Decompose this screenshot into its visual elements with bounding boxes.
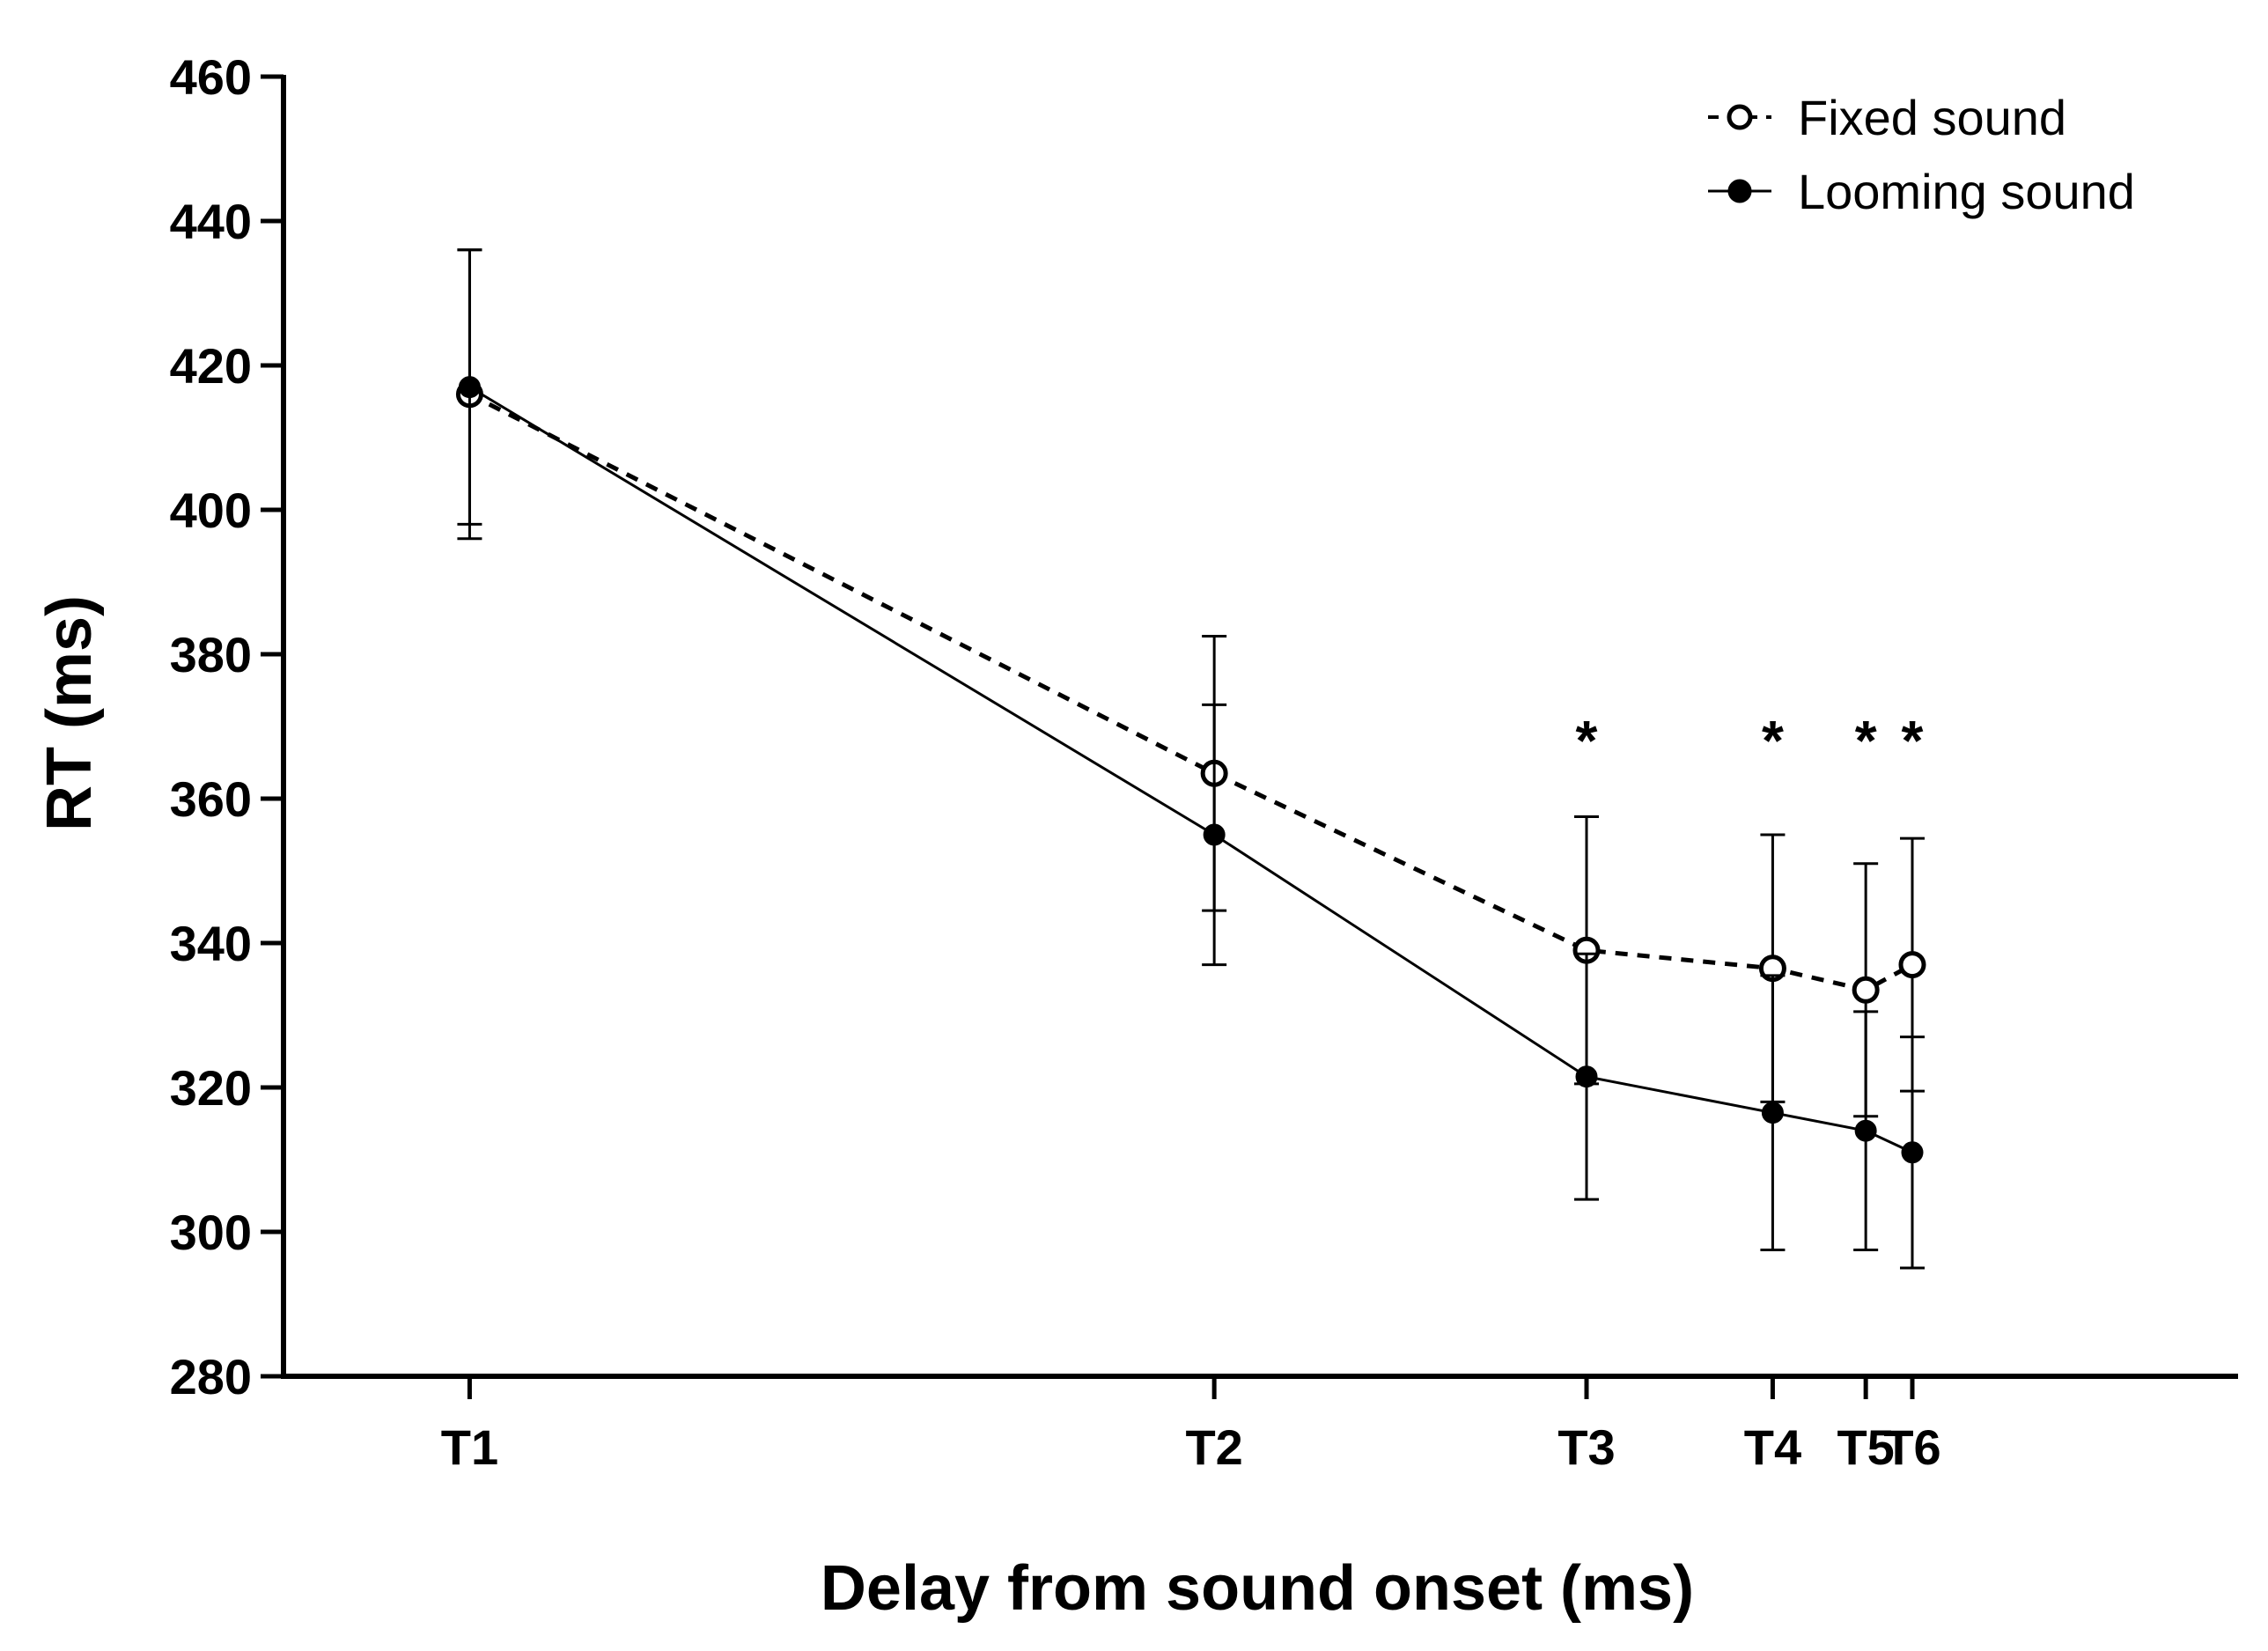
axes <box>281 75 2238 1379</box>
y-tick-label-300: 300 <box>170 1205 252 1260</box>
x-tick-label-T6: T6 <box>1883 1419 1940 1475</box>
legend-marker-fixed <box>1727 104 1753 130</box>
significance-marker-T5: * <box>1855 709 1877 772</box>
series-layer <box>455 248 1926 1270</box>
y-tick-label-400: 400 <box>170 483 252 538</box>
significance-marker-T3: * <box>1576 709 1598 772</box>
x-tick-label-T5: T5 <box>1837 1419 1894 1475</box>
significance-marker-T6: * <box>1902 709 1924 772</box>
marker-looming-sound-T2 <box>1203 823 1226 846</box>
legend-item-looming: Looming sound <box>1708 164 2135 219</box>
marker-fixed-sound-T5 <box>1852 976 1880 1004</box>
series-line-fixed-sound <box>468 392 1914 992</box>
annotation-layer: * * * * <box>1576 709 1924 772</box>
series-looming-sound <box>457 248 1925 1270</box>
y-tick-label-320: 320 <box>170 1060 252 1116</box>
y-ticks: 280 300 320 340 360 380 400 420 440 460 <box>170 49 284 1404</box>
series-fixed-sound <box>455 248 1926 1118</box>
x-tick-label-T3: T3 <box>1557 1419 1615 1475</box>
legend-marker-looming <box>1727 179 1752 203</box>
y-tick-label-340: 340 <box>170 916 252 971</box>
x-tick-label-T2: T2 <box>1185 1419 1242 1475</box>
marker-looming-sound-T3 <box>1575 1065 1598 1088</box>
x-axis-title: Delay from sound onset (ms) <box>821 1553 1694 1624</box>
y-tick-label-360: 360 <box>170 771 252 827</box>
marker-looming-sound-T1 <box>458 376 481 399</box>
x-tick-label-T4: T4 <box>1744 1419 1801 1475</box>
y-tick-label-380: 380 <box>170 627 252 682</box>
marker-looming-sound-T5 <box>1854 1119 1877 1142</box>
significance-marker-T4: * <box>1762 709 1784 772</box>
marker-fixed-sound-T6 <box>1898 951 1926 979</box>
y-tick-label-420: 420 <box>170 338 252 394</box>
y-tick-label-440: 440 <box>170 194 252 249</box>
x-tick-label-T1: T1 <box>441 1419 498 1475</box>
y-tick-label-460: 460 <box>170 49 252 105</box>
legend-label-looming: Looming sound <box>1798 164 2135 219</box>
legend: Fixed sound Looming sound <box>1708 90 2135 219</box>
series-line-looming-sound <box>468 386 1913 1154</box>
legend-item-fixed: Fixed sound <box>1708 90 2066 145</box>
y-tick-label-280: 280 <box>170 1349 252 1404</box>
legend-label-fixed: Fixed sound <box>1798 90 2066 145</box>
y-axis-title: RT (ms) <box>34 595 105 831</box>
marker-looming-sound-T6 <box>1901 1141 1924 1164</box>
marker-looming-sound-T4 <box>1761 1102 1784 1124</box>
